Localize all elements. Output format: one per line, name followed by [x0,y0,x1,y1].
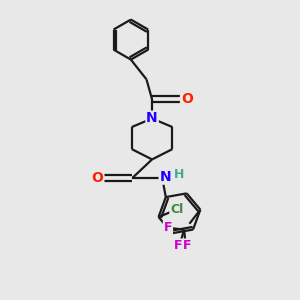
Text: O: O [92,171,103,185]
Text: Cl: Cl [170,203,183,216]
Text: O: O [181,92,193,106]
Text: F: F [173,239,182,252]
Text: H: H [174,168,184,181]
Text: N: N [146,112,158,125]
Text: F: F [164,221,172,234]
Text: N: N [160,170,171,184]
Text: F: F [183,239,191,252]
